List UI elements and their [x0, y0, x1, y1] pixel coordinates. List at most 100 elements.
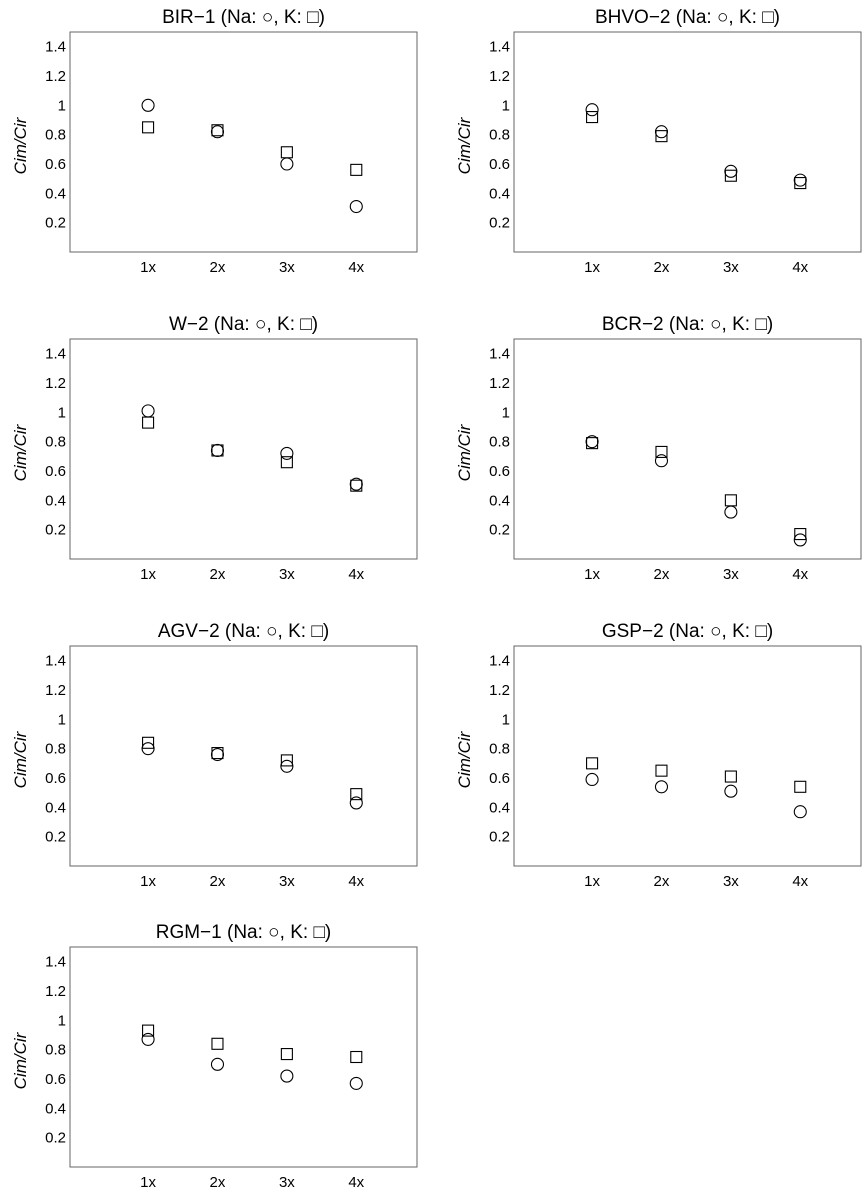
chart-panel-4: BCR−2 (Na: ○, K: □) 0.2 0.4 0.6 0.8 1 1.2 1.4 1x…: [455, 314, 862, 583]
k-point: [586, 437, 599, 450]
chart-title: GSP−2 (Na: ○, K: □): [602, 621, 773, 642]
x-tick-label: 3x: [723, 566, 739, 583]
k-point: [350, 479, 363, 492]
k-point: [724, 169, 737, 182]
na-point: [280, 446, 294, 460]
x-tick-label: 4x: [348, 259, 364, 276]
chart-panel-3: W−2 (Na: ○, K: □) 0.2 0.4 0.6 0.8 1 1.2 1.4 1x 2x…: [11, 314, 418, 583]
k-point: [350, 788, 363, 801]
y-tick-label: 0.2: [45, 522, 66, 539]
y-tick-label: 0.2: [489, 215, 510, 232]
na-point: [585, 103, 599, 117]
y-axis-label: Cim/Cir: [455, 423, 474, 481]
y-axis-label: Cim/Cir: [455, 116, 474, 174]
x-tick-label: 1x: [584, 873, 600, 890]
x-tick-label: 1x: [140, 1174, 156, 1187]
y-tick-label: 1: [58, 1012, 66, 1029]
x-tick-label: 4x: [348, 1174, 364, 1187]
y-tick-label: 1.4: [489, 346, 510, 363]
x-tick-label: 1x: [584, 259, 600, 276]
na-point: [349, 1076, 363, 1090]
na-point: [724, 164, 738, 178]
plot-frame: [513, 31, 862, 253]
na-point: [349, 796, 363, 810]
y-tick-label: 0.4: [489, 799, 510, 816]
x-tick-label: 2x: [654, 873, 670, 890]
k-point: [211, 1037, 224, 1050]
na-point: [210, 443, 225, 458]
chart-panel-5: AGV−2 (Na: ○, K: □) 0.2 0.4 0.6 0.8 1 1.2 1.4 1x…: [11, 621, 418, 890]
y-axis-label: Cim/Cir: [455, 730, 474, 788]
y-tick-label: 0.2: [489, 522, 510, 539]
k-point: [586, 757, 599, 770]
k-point: [280, 754, 293, 767]
chart-title: AGV−2 (Na: ○, K: □): [158, 621, 329, 642]
y-tick-label: 0.8: [489, 434, 510, 451]
y-tick-label: 0.6: [489, 463, 510, 480]
k-point: [794, 177, 807, 190]
k-point: [350, 1050, 363, 1064]
y-tick-label: 0.2: [45, 215, 66, 232]
chart-panel-6: GSP−2 (Na: ○, K: □) 0.2 0.4 0.6 0.8 1 1.2 1.4 1x…: [455, 621, 862, 890]
y-tick-label: 1.4: [489, 39, 510, 56]
chart-panel-1: BIR−1 (Na: ○, K: □) 0.2 0.4 0.6 0.8 1 1.2 1.4 1x…: [11, 7, 418, 276]
x-tick-label: 3x: [279, 259, 295, 276]
plot-frame: [69, 946, 418, 1168]
y-axis-label: Cim/Cir: [11, 730, 30, 788]
k-point: [142, 1024, 155, 1037]
x-tick-label: 2x: [210, 259, 226, 276]
y-tick-label: 0.8: [45, 1042, 66, 1059]
x-tick-label: 2x: [210, 1174, 226, 1187]
x-tick-label: 1x: [140, 873, 156, 890]
y-axis-label: Cim/Cir: [11, 423, 30, 481]
x-tick-label: 4x: [348, 566, 364, 583]
na-point: [141, 98, 155, 112]
plot-frame: [513, 645, 862, 867]
y-tick-label: 1.2: [489, 68, 510, 85]
x-tick-label: 2x: [654, 566, 670, 583]
y-tick-label: 1: [58, 404, 66, 421]
x-tick-label: 2x: [654, 259, 670, 276]
y-tick-label: 0.8: [489, 741, 510, 758]
k-point: [280, 456, 293, 469]
k-point: [794, 528, 807, 541]
na-point: [654, 454, 669, 468]
y-tick-label: 1: [502, 711, 510, 728]
na-point: [141, 404, 155, 418]
y-tick-label: 0.6: [45, 156, 66, 173]
y-tick-label: 0.4: [45, 799, 66, 816]
plot-frame: [69, 338, 418, 560]
y-tick-label: 0.4: [45, 1100, 66, 1117]
x-tick-label: 2x: [210, 873, 226, 890]
x-tick-label: 2x: [210, 566, 226, 583]
k-point: [142, 121, 155, 134]
y-tick-label: 0.2: [489, 829, 510, 846]
k-point: [655, 130, 668, 143]
chart-title: RGM−1 (Na: ○, K: □): [156, 922, 332, 943]
y-tick-label: 1.4: [45, 954, 66, 971]
chart-panel-7: RGM−1 (Na: ○, K: □) 0.2 0.4 0.6 0.8 1 1.2 1.4 1x…: [11, 922, 418, 1187]
y-tick-label: 1.4: [45, 39, 66, 56]
na-point: [280, 157, 294, 171]
na-point: [724, 784, 738, 798]
chart-title: BCR−2 (Na: ○, K: □): [602, 314, 773, 335]
x-tick-label: 1x: [140, 566, 156, 583]
na-point: [349, 199, 363, 214]
na-point: [793, 173, 807, 187]
y-tick-label: 0.8: [45, 434, 66, 451]
y-tick-label: 1.4: [45, 653, 66, 670]
k-point: [142, 416, 155, 429]
y-tick-label: 1.4: [45, 346, 66, 363]
chart-title: W−2 (Na: ○, K: □): [169, 314, 318, 335]
k-point: [211, 747, 224, 760]
y-tick-label: 0.6: [45, 1071, 66, 1088]
y-tick-label: 0.4: [489, 492, 510, 509]
y-axis-label: Cim/Cir: [11, 116, 30, 174]
y-tick-label: 0.4: [45, 492, 66, 509]
x-tick-label: 3x: [279, 566, 295, 583]
k-point: [586, 111, 599, 124]
k-point: [655, 445, 668, 458]
y-tick-label: 1.4: [489, 653, 510, 670]
y-tick-label: 1: [502, 97, 510, 114]
